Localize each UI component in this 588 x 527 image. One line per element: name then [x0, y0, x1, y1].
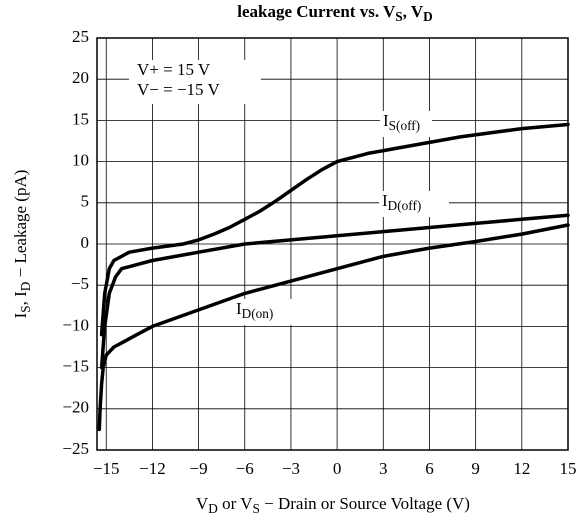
y-tick-label: −5	[71, 274, 89, 293]
y-tick-label: 10	[72, 151, 89, 170]
series-label: ID(on)	[236, 299, 273, 321]
chart-title-part: leakage Current vs. V	[237, 2, 396, 21]
chart-title-part: S	[395, 9, 402, 24]
annotation: V− = −15 V	[137, 80, 220, 99]
annotation: V+ = 15 V	[137, 60, 211, 79]
chart-title-part: D	[423, 9, 433, 24]
series-line	[99, 122, 570, 337]
x-tick-label: 3	[379, 459, 388, 478]
y-tick-label: −15	[62, 357, 89, 376]
label-bg	[380, 111, 432, 137]
y-axis-label-part: − Leakage (pA)	[11, 170, 30, 282]
x-axis-label-part: V	[196, 494, 209, 513]
x-tick-label: 0	[333, 459, 342, 478]
x-tick-label: −9	[190, 459, 208, 478]
x-tick-label: −3	[282, 459, 300, 478]
x-axis-label-part: D	[208, 501, 218, 516]
series-label-part: I	[236, 299, 242, 318]
y-tick-label: −20	[62, 398, 89, 417]
x-tick-label: −15	[93, 459, 120, 478]
series-label-part: D(on)	[242, 306, 274, 321]
label-bg	[233, 299, 305, 325]
series-label-part: D(off)	[388, 198, 422, 213]
series-label: IS(off)	[383, 111, 420, 133]
y-axis-label-part: S	[18, 305, 33, 312]
x-tick-label: −6	[236, 459, 254, 478]
y-axis-label-part: I	[11, 312, 30, 318]
y-tick-label: 15	[72, 109, 89, 128]
x-tick-label: −12	[139, 459, 166, 478]
y-tick-label: 5	[81, 192, 90, 211]
label-bg	[379, 191, 449, 217]
y-tick-label: −10	[62, 315, 89, 334]
series-label-part: S(off)	[389, 118, 420, 133]
series-label: ID(off)	[382, 191, 421, 213]
chart-title-part: , V	[403, 2, 424, 21]
y-tick-label: 20	[72, 68, 89, 87]
y-axis-label-part: , I	[11, 291, 30, 306]
x-tick-label: 6	[425, 459, 434, 478]
x-axis-label: VD or VS − Drain or Source Voltage (V)	[196, 494, 470, 516]
x-axis-label-part: − Drain or Source Voltage (V)	[260, 494, 470, 513]
x-tick-label: 9	[471, 459, 480, 478]
y-tick-label: −25	[62, 439, 89, 458]
y-tick-label: 0	[81, 233, 90, 252]
series-line	[99, 213, 570, 370]
series-label-part: I	[383, 111, 389, 130]
y-axis-label-part: D	[18, 281, 33, 291]
chart-title: leakage Current vs. VS, VD	[237, 2, 432, 24]
y-axis-label: IS, ID − Leakage (pA)	[11, 170, 33, 319]
series-label-part: I	[382, 191, 388, 210]
x-tick-label: 12	[513, 459, 530, 478]
x-axis-label-part: S	[253, 501, 260, 516]
x-tick-label: 15	[560, 459, 577, 478]
y-tick-label: 25	[72, 27, 89, 46]
annotation-bg	[129, 60, 261, 104]
series-line	[97, 223, 570, 432]
x-axis-label-part: or V	[218, 494, 253, 513]
